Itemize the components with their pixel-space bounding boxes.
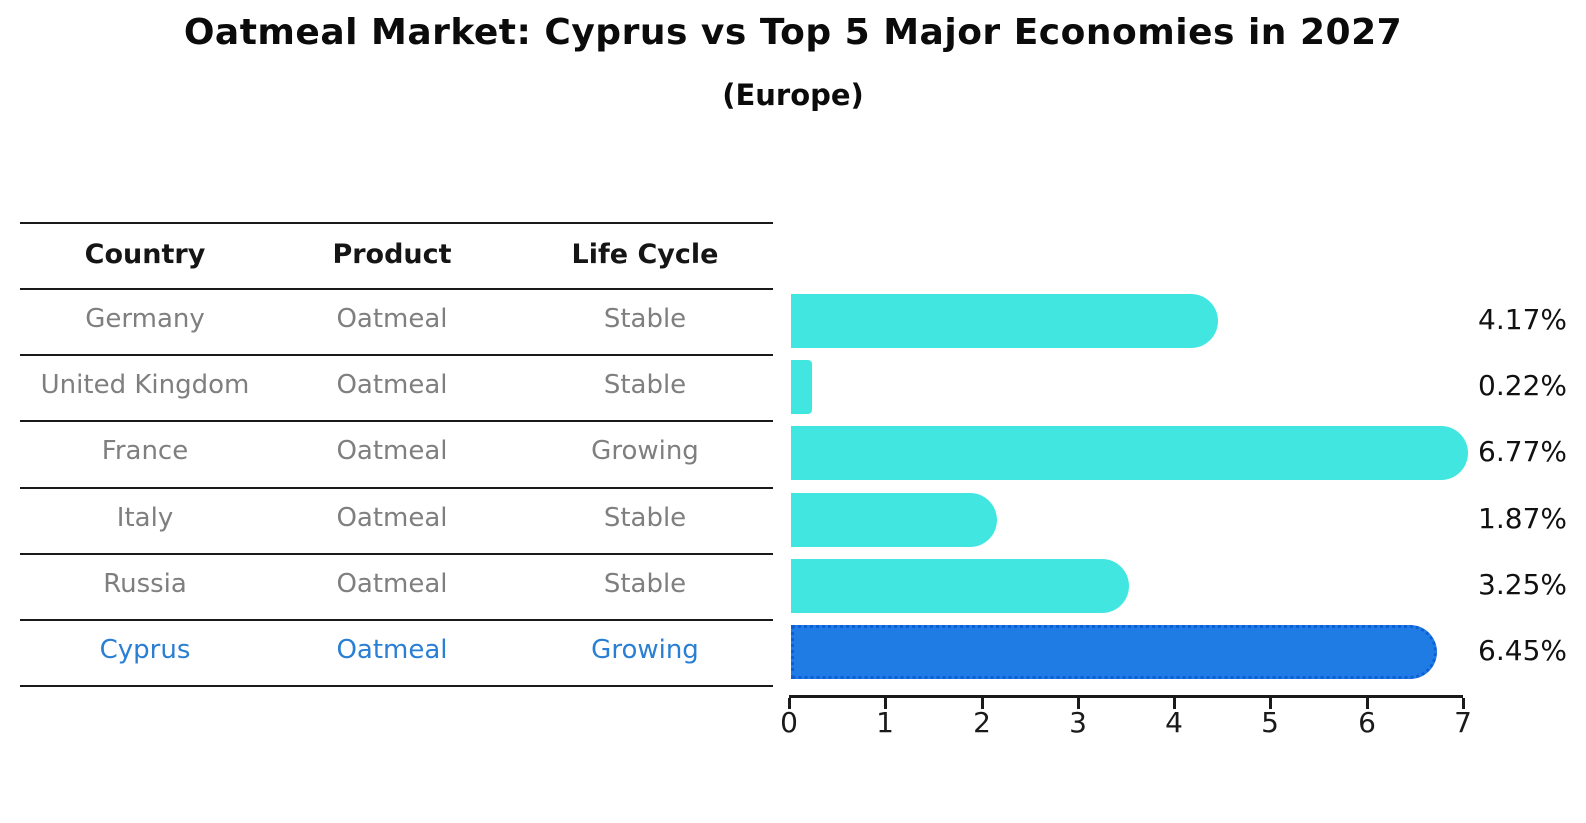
bar-russia xyxy=(791,559,1129,613)
x-axis-tick-label: 5 xyxy=(1261,706,1279,739)
table-header-country: Country xyxy=(84,239,206,270)
bar-value-label: 3.25% xyxy=(1478,568,1567,601)
x-axis-tick xyxy=(1366,698,1369,709)
bar-value-label: 6.77% xyxy=(1478,435,1567,468)
x-axis-tick-label: 3 xyxy=(1069,706,1087,739)
table-cell-product: Oatmeal xyxy=(336,436,448,466)
table-cell-life-cycle: Growing xyxy=(591,635,699,665)
table-divider-line xyxy=(20,288,773,290)
bar-value-label: 0.22% xyxy=(1478,369,1567,402)
chart-title: Oatmeal Market: Cyprus vs Top 5 Major Ec… xyxy=(183,12,1403,53)
table-divider-line xyxy=(20,685,773,687)
table-divider-line xyxy=(20,354,773,356)
x-axis-tick-label: 7 xyxy=(1454,706,1472,739)
table-cell-country: Italy xyxy=(116,503,174,533)
bar-cyprus xyxy=(791,625,1437,679)
x-axis-tick-label: 4 xyxy=(1165,706,1183,739)
table-divider-line xyxy=(20,553,773,555)
x-axis-tick xyxy=(1462,698,1465,709)
x-axis-tick xyxy=(1269,698,1272,709)
table-cell-product: Oatmeal xyxy=(336,635,448,665)
table-cell-country: Russia xyxy=(103,569,187,599)
chart-subtitle: (Europe) xyxy=(722,78,864,112)
bar-value-label: 6.45% xyxy=(1478,634,1567,667)
x-axis-tick-label: 1 xyxy=(876,706,894,739)
x-axis-tick xyxy=(1173,698,1176,709)
table-cell-product: Oatmeal xyxy=(336,370,448,400)
table-cell-country: Cyprus xyxy=(99,635,191,665)
table-divider-line xyxy=(20,420,773,422)
bar-value-label: 4.17% xyxy=(1478,303,1567,336)
table-cell-life-cycle: Growing xyxy=(591,436,699,466)
table-header-life-cycle: Life Cycle xyxy=(571,239,719,270)
bar-value-label: 1.87% xyxy=(1478,502,1567,535)
table-cell-life-cycle: Stable xyxy=(603,569,687,599)
x-axis-tick xyxy=(1077,698,1080,709)
bar-united-kingdom xyxy=(791,360,812,414)
x-axis-tick xyxy=(981,698,984,709)
bar-france xyxy=(791,426,1468,480)
table-cell-country: United Kingdom xyxy=(40,370,250,400)
x-axis-tick xyxy=(884,698,887,709)
table-divider-line xyxy=(20,487,773,489)
bar-italy xyxy=(791,493,997,547)
x-axis-tick-label: 6 xyxy=(1358,706,1376,739)
table-divider-line xyxy=(20,222,773,224)
table-cell-product: Oatmeal xyxy=(336,503,448,533)
x-axis-tick xyxy=(788,698,791,709)
bar-germany xyxy=(791,294,1218,348)
x-axis-line xyxy=(789,695,1463,698)
table-divider-line xyxy=(20,619,773,621)
table-cell-life-cycle: Stable xyxy=(603,304,687,334)
table-cell-country: France xyxy=(101,436,189,466)
table-cell-product: Oatmeal xyxy=(336,569,448,599)
table-cell-country: Germany xyxy=(85,304,205,334)
x-axis-tick-label: 0 xyxy=(780,706,798,739)
table-cell-life-cycle: Stable xyxy=(603,503,687,533)
x-axis-tick-label: 2 xyxy=(973,706,991,739)
table-cell-product: Oatmeal xyxy=(336,304,448,334)
table-cell-life-cycle: Stable xyxy=(603,370,687,400)
table-header-product: Product xyxy=(332,239,452,270)
